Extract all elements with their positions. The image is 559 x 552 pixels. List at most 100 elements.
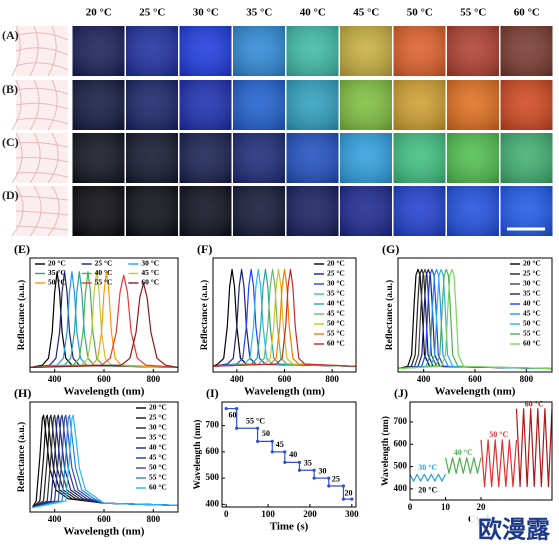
photo-shade bbox=[447, 80, 499, 130]
legend-label: 20 °C bbox=[48, 259, 66, 268]
photo-shade bbox=[393, 186, 446, 236]
series-line bbox=[397, 268, 553, 370]
legend-label: 30 °C bbox=[327, 279, 345, 288]
series-line bbox=[397, 268, 553, 370]
legend-label: 60 °C bbox=[141, 278, 159, 287]
panel-label: (I) bbox=[206, 386, 219, 400]
photo-shade bbox=[72, 80, 125, 130]
temperature-header: 50 °C bbox=[407, 7, 433, 19]
photo-shade bbox=[500, 80, 553, 130]
legend-label: 40 °C bbox=[149, 443, 167, 452]
photo-shade bbox=[286, 186, 339, 236]
x-tick-label: 10 bbox=[441, 502, 451, 512]
legend-label: 45 °C bbox=[327, 309, 345, 318]
annotation: 35 bbox=[304, 458, 312, 467]
annotation: 25 bbox=[332, 474, 340, 483]
photo-shade bbox=[72, 186, 125, 236]
row-label: (A) bbox=[2, 28, 19, 42]
x-axis-label: Wavelength (nm) bbox=[435, 386, 516, 398]
panel-label: (E) bbox=[14, 242, 30, 256]
temperature-header: 55 °C bbox=[460, 7, 486, 19]
series-line bbox=[397, 268, 553, 370]
legend-label: 55 °C bbox=[523, 329, 541, 338]
y-tick-label: 500 bbox=[394, 461, 408, 471]
legend-label: 40 °C bbox=[523, 299, 541, 308]
photo-shade bbox=[393, 26, 446, 76]
y-axis-label: Reflectance (a.u.) bbox=[384, 280, 395, 350]
pattern-line bbox=[15, 117, 69, 125]
pattern-line bbox=[15, 225, 69, 231]
panel-label: (J) bbox=[394, 386, 408, 400]
legend-label: 50 °C bbox=[149, 463, 167, 472]
temperature-header: 20 °C bbox=[86, 7, 112, 19]
series-line bbox=[226, 407, 352, 500]
legend-label: 25 °C bbox=[149, 413, 167, 422]
pattern-line bbox=[29, 185, 42, 237]
photo-shade bbox=[233, 186, 285, 236]
legend-label: 60 °C bbox=[523, 339, 541, 348]
legend-label: 35 °C bbox=[327, 289, 345, 298]
watermark-bg bbox=[470, 512, 559, 552]
x-tick-label: 400 bbox=[230, 374, 244, 384]
photo-shade bbox=[500, 133, 553, 183]
series-line bbox=[29, 274, 179, 369]
pattern-line bbox=[47, 25, 57, 77]
series-line bbox=[29, 271, 179, 369]
y-axis-label: Reflectance (a.u.) bbox=[199, 280, 210, 350]
photo-shade bbox=[179, 133, 232, 183]
legend-label: 55 °C bbox=[327, 329, 345, 338]
x-axis-label: Wavelength (nm) bbox=[244, 386, 325, 398]
photo-shade bbox=[447, 133, 499, 183]
x-tick-label: 600 bbox=[97, 374, 111, 384]
pattern-line bbox=[15, 195, 69, 201]
photo-shade bbox=[447, 186, 499, 236]
series-line bbox=[32, 414, 179, 509]
legend-label: 35 °C bbox=[149, 433, 167, 442]
watermark: 欧漫露 bbox=[478, 516, 551, 544]
pattern-line bbox=[15, 142, 69, 148]
series-line bbox=[29, 282, 179, 369]
photo-shade bbox=[233, 133, 285, 183]
photo-shade bbox=[126, 186, 178, 236]
series-line bbox=[212, 268, 357, 367]
x-axis-label: Wavelength (nm) bbox=[64, 386, 145, 398]
photo-shade bbox=[72, 26, 125, 76]
legend-label: 20 °C bbox=[327, 259, 345, 268]
x-tick-label: 0 bbox=[224, 509, 229, 519]
pattern-line bbox=[15, 32, 69, 41]
series-line bbox=[397, 268, 553, 370]
series-point bbox=[255, 426, 260, 430]
pattern-line bbox=[47, 79, 58, 131]
series-line bbox=[212, 268, 357, 367]
x-tick-label: 800 bbox=[147, 514, 161, 524]
series-line bbox=[29, 271, 179, 369]
legend-label: 55 °C bbox=[95, 278, 113, 287]
series-point bbox=[297, 468, 302, 472]
photo-shade bbox=[179, 80, 232, 130]
x-axis-label: Time (s) bbox=[270, 521, 309, 533]
legend-label: 20 °C bbox=[149, 403, 167, 412]
plot-frame bbox=[221, 401, 357, 508]
annotation: 30 °C bbox=[418, 463, 437, 472]
pattern-line bbox=[29, 79, 40, 131]
pattern-line bbox=[15, 87, 69, 95]
legend-label: 50 °C bbox=[327, 319, 345, 328]
series-point bbox=[312, 468, 316, 472]
photo-shade bbox=[393, 80, 446, 130]
x-tick-label: 400 bbox=[48, 374, 62, 384]
y-tick-label: 600 bbox=[206, 446, 220, 456]
series-line bbox=[212, 268, 357, 367]
series-line bbox=[480, 439, 518, 488]
annotation: 60 bbox=[228, 410, 236, 419]
row-label: (C) bbox=[2, 135, 19, 149]
legend-label: 60 °C bbox=[327, 339, 345, 348]
y-axis-label: Reflectance (a.u.) bbox=[16, 280, 27, 350]
x-tick-label: 800 bbox=[520, 374, 534, 384]
photo-shade bbox=[500, 26, 553, 76]
legend-label: 50 °C bbox=[523, 319, 541, 328]
pattern-line bbox=[15, 210, 69, 216]
legend-label: 45 °C bbox=[141, 268, 159, 277]
pattern-line bbox=[15, 62, 69, 71]
series-point bbox=[327, 484, 331, 488]
